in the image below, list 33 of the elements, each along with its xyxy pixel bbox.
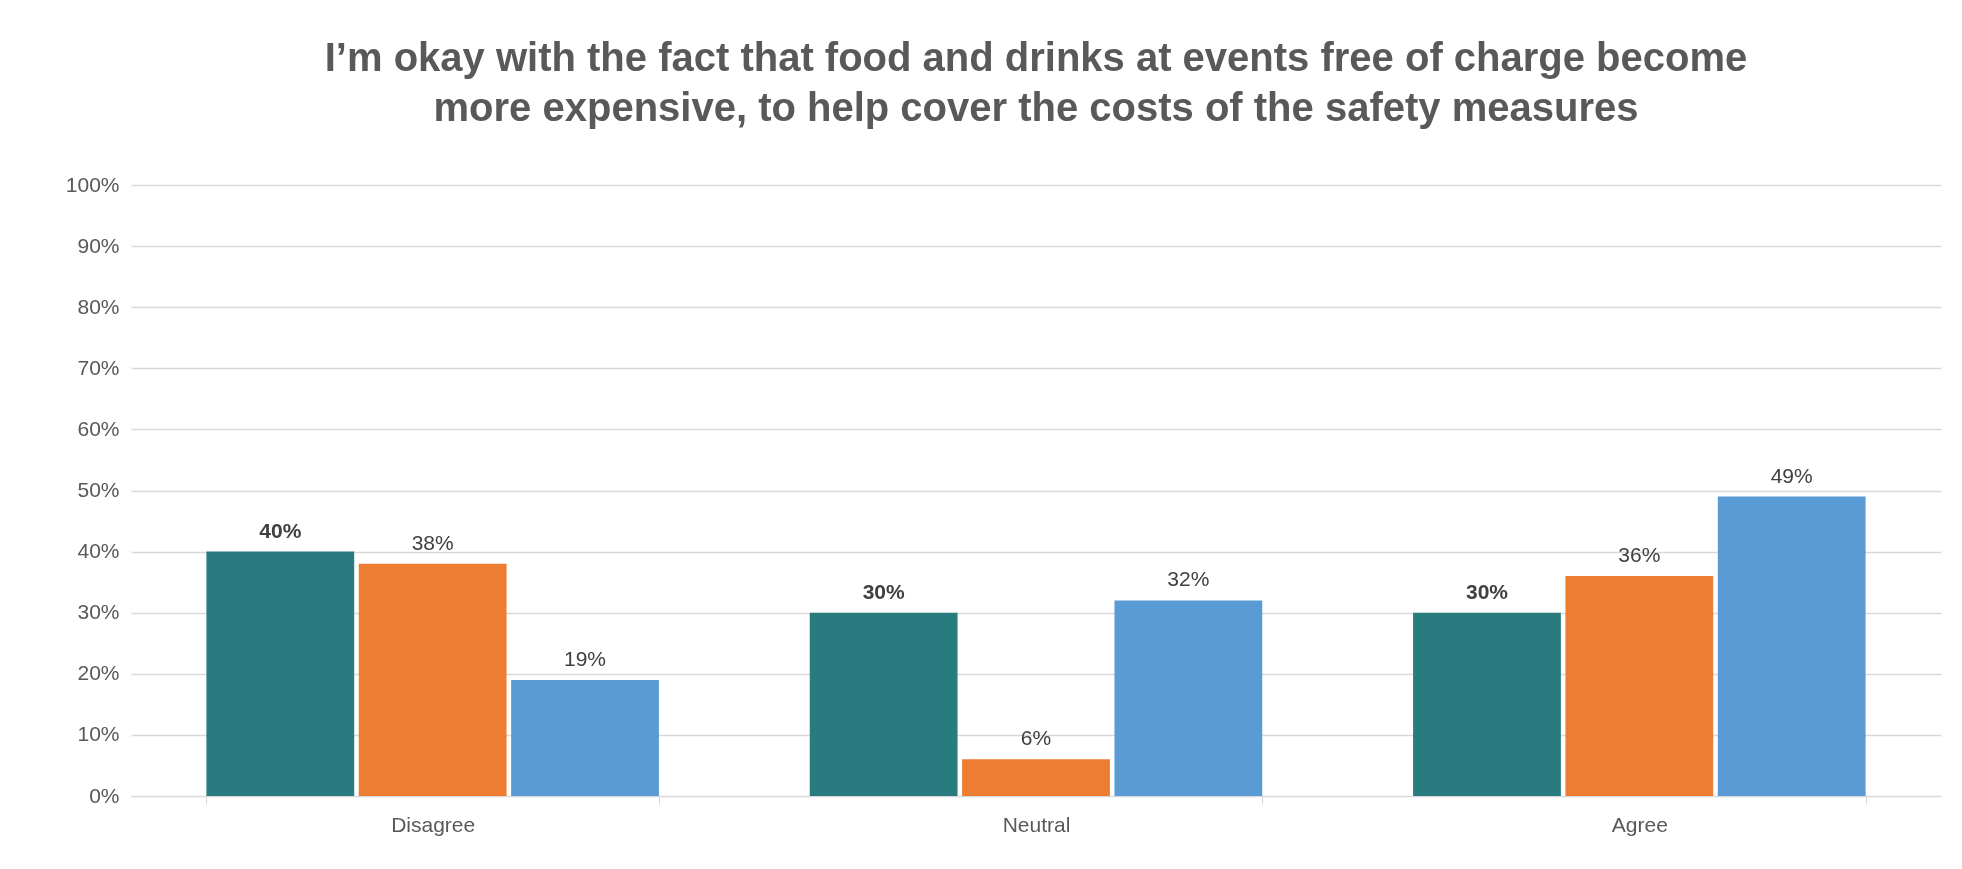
data-label: 38% — [411, 530, 454, 554]
bar — [1413, 612, 1561, 796]
chart-title: I’m okay with the fact that food and drinks at events free of charge become more expensive, to help cover the costs of the safety measures — [324, 35, 1748, 129]
y-tick-label: 50% — [77, 478, 120, 501]
bar — [809, 612, 958, 796]
y-tick-label: 70% — [77, 355, 120, 379]
y-tick-label: 40% — [77, 539, 120, 563]
x-tick-label: Agree — [1611, 812, 1668, 836]
x-tick-label: Disagree — [391, 812, 476, 836]
y-tick-label: 100% — [65, 172, 120, 196]
bar — [1717, 496, 1866, 796]
y-tick-label: 20% — [77, 661, 120, 685]
data-label: 30% — [862, 579, 905, 603]
data-label: 32% — [1167, 567, 1210, 591]
data-label: 49% — [1770, 463, 1813, 487]
x-tick-label: Neutral — [1002, 812, 1071, 836]
bar — [1114, 600, 1263, 796]
bar — [511, 679, 659, 796]
bar — [358, 563, 507, 796]
y-tick-label: 90% — [77, 233, 120, 257]
y-tick-label: 80% — [77, 294, 120, 318]
y-tick-label: 60% — [77, 416, 120, 440]
data-label: 19% — [564, 646, 607, 670]
data-label: 40% — [259, 518, 302, 542]
bar — [206, 551, 355, 796]
y-tick-label: 0% — [89, 783, 120, 807]
bar — [962, 759, 1110, 796]
data-label: 6% — [1020, 726, 1052, 750]
bar — [1565, 576, 1714, 796]
data-label: 30% — [1465, 579, 1509, 603]
data-label: 36% — [1618, 543, 1661, 567]
y-tick-label: 10% — [77, 722, 120, 746]
y-tick-label: 30% — [77, 600, 120, 624]
